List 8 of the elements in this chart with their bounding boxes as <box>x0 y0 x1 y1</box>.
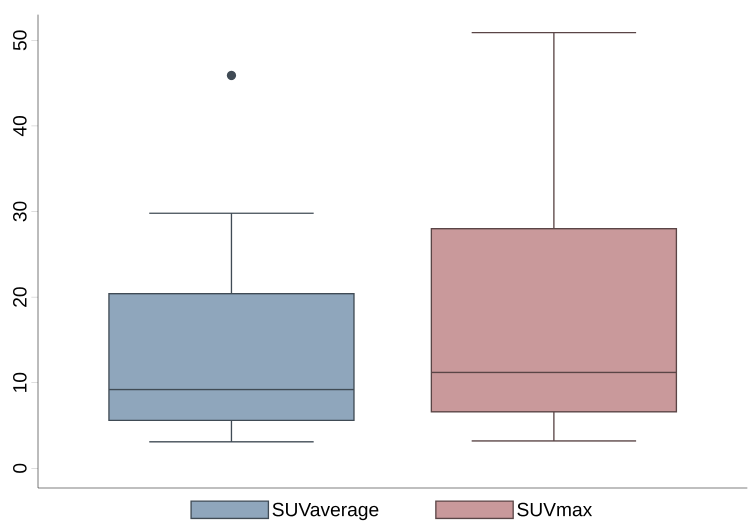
legend-label: SUVaverage <box>272 502 378 520</box>
legend-label: SUVmax <box>517 502 592 516</box>
y-tick-label: 0 <box>13 464 27 473</box>
y-tick-label: 10 <box>13 372 27 392</box>
y-tick-label: 30 <box>13 202 27 222</box>
y-tick-label: 40 <box>13 116 27 136</box>
y-tick-label: 50 <box>13 30 27 50</box>
y-tick-label: 20 <box>13 287 27 307</box>
